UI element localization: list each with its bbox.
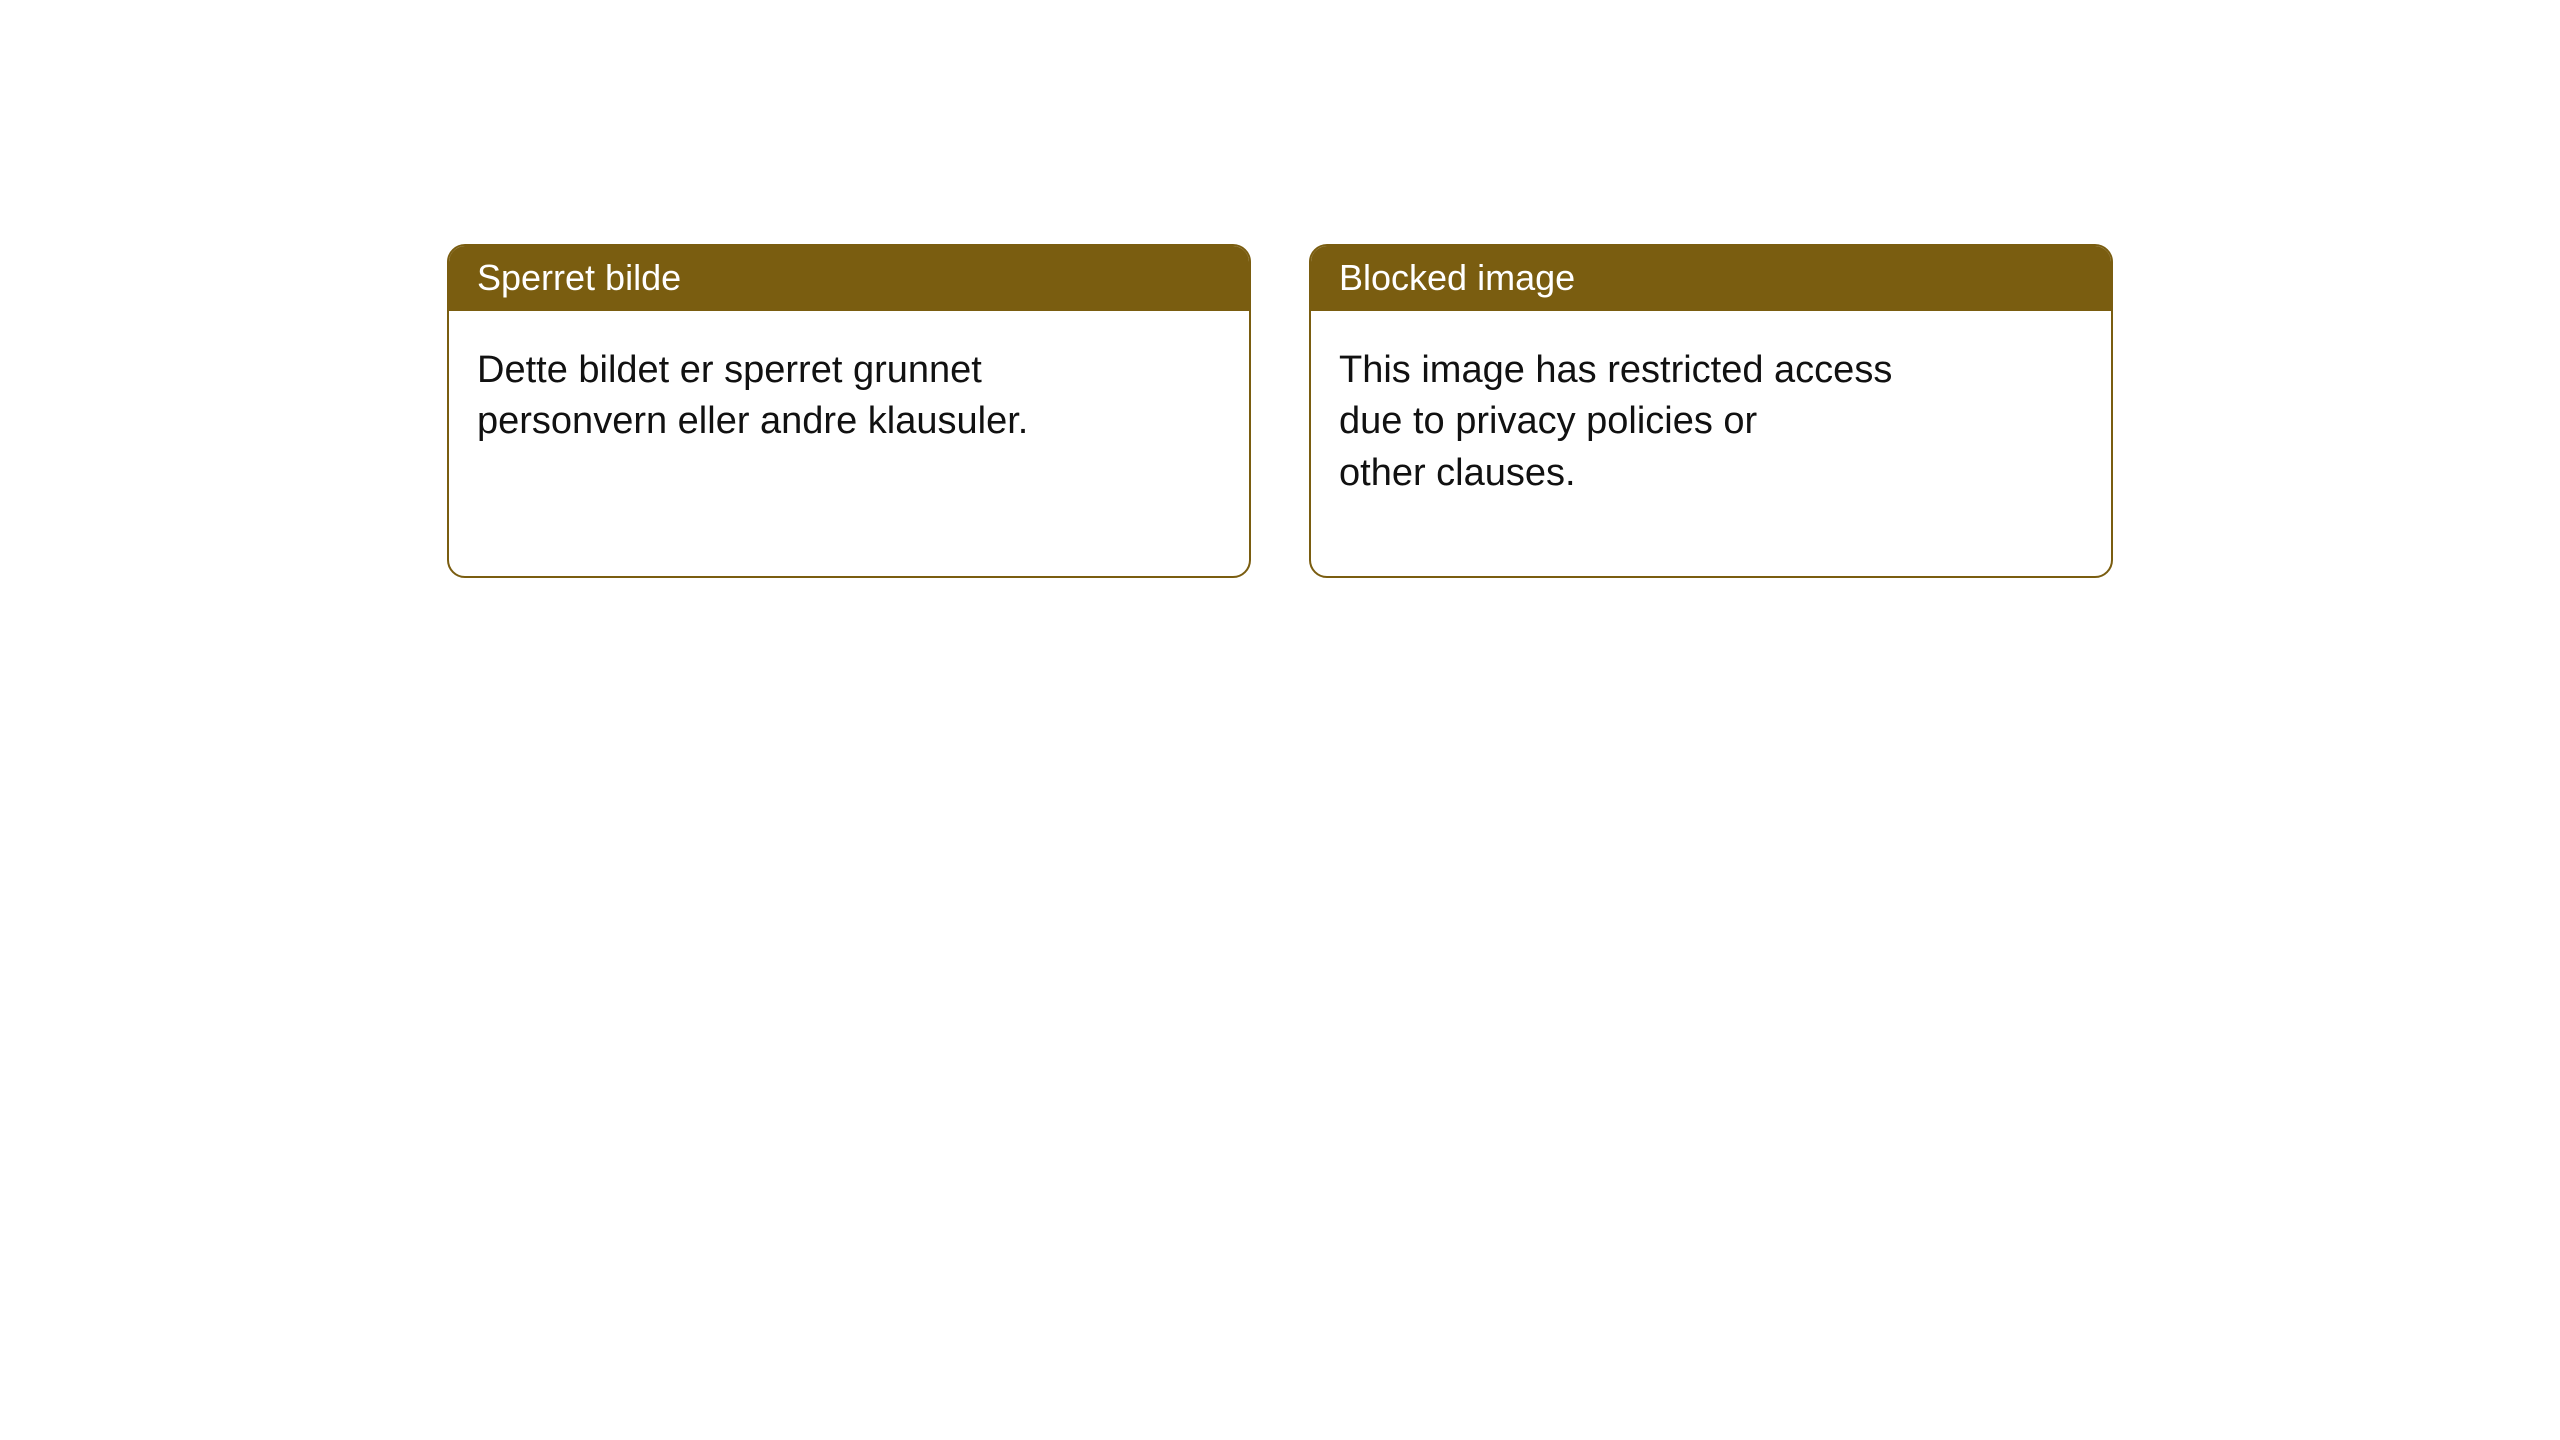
card-header: Blocked image	[1311, 246, 2111, 311]
card-header: Sperret bilde	[449, 246, 1249, 311]
card-body: Dette bildet er sperret grunnet personve…	[449, 311, 1249, 482]
cards-row: Sperret bilde Dette bildet er sperret gr…	[447, 244, 2113, 1440]
card-blocked-image-no: Sperret bilde Dette bildet er sperret gr…	[447, 244, 1251, 578]
card-body: This image has restricted access due to …	[1311, 311, 2111, 533]
card-blocked-image-en: Blocked image This image has restricted …	[1309, 244, 2113, 578]
